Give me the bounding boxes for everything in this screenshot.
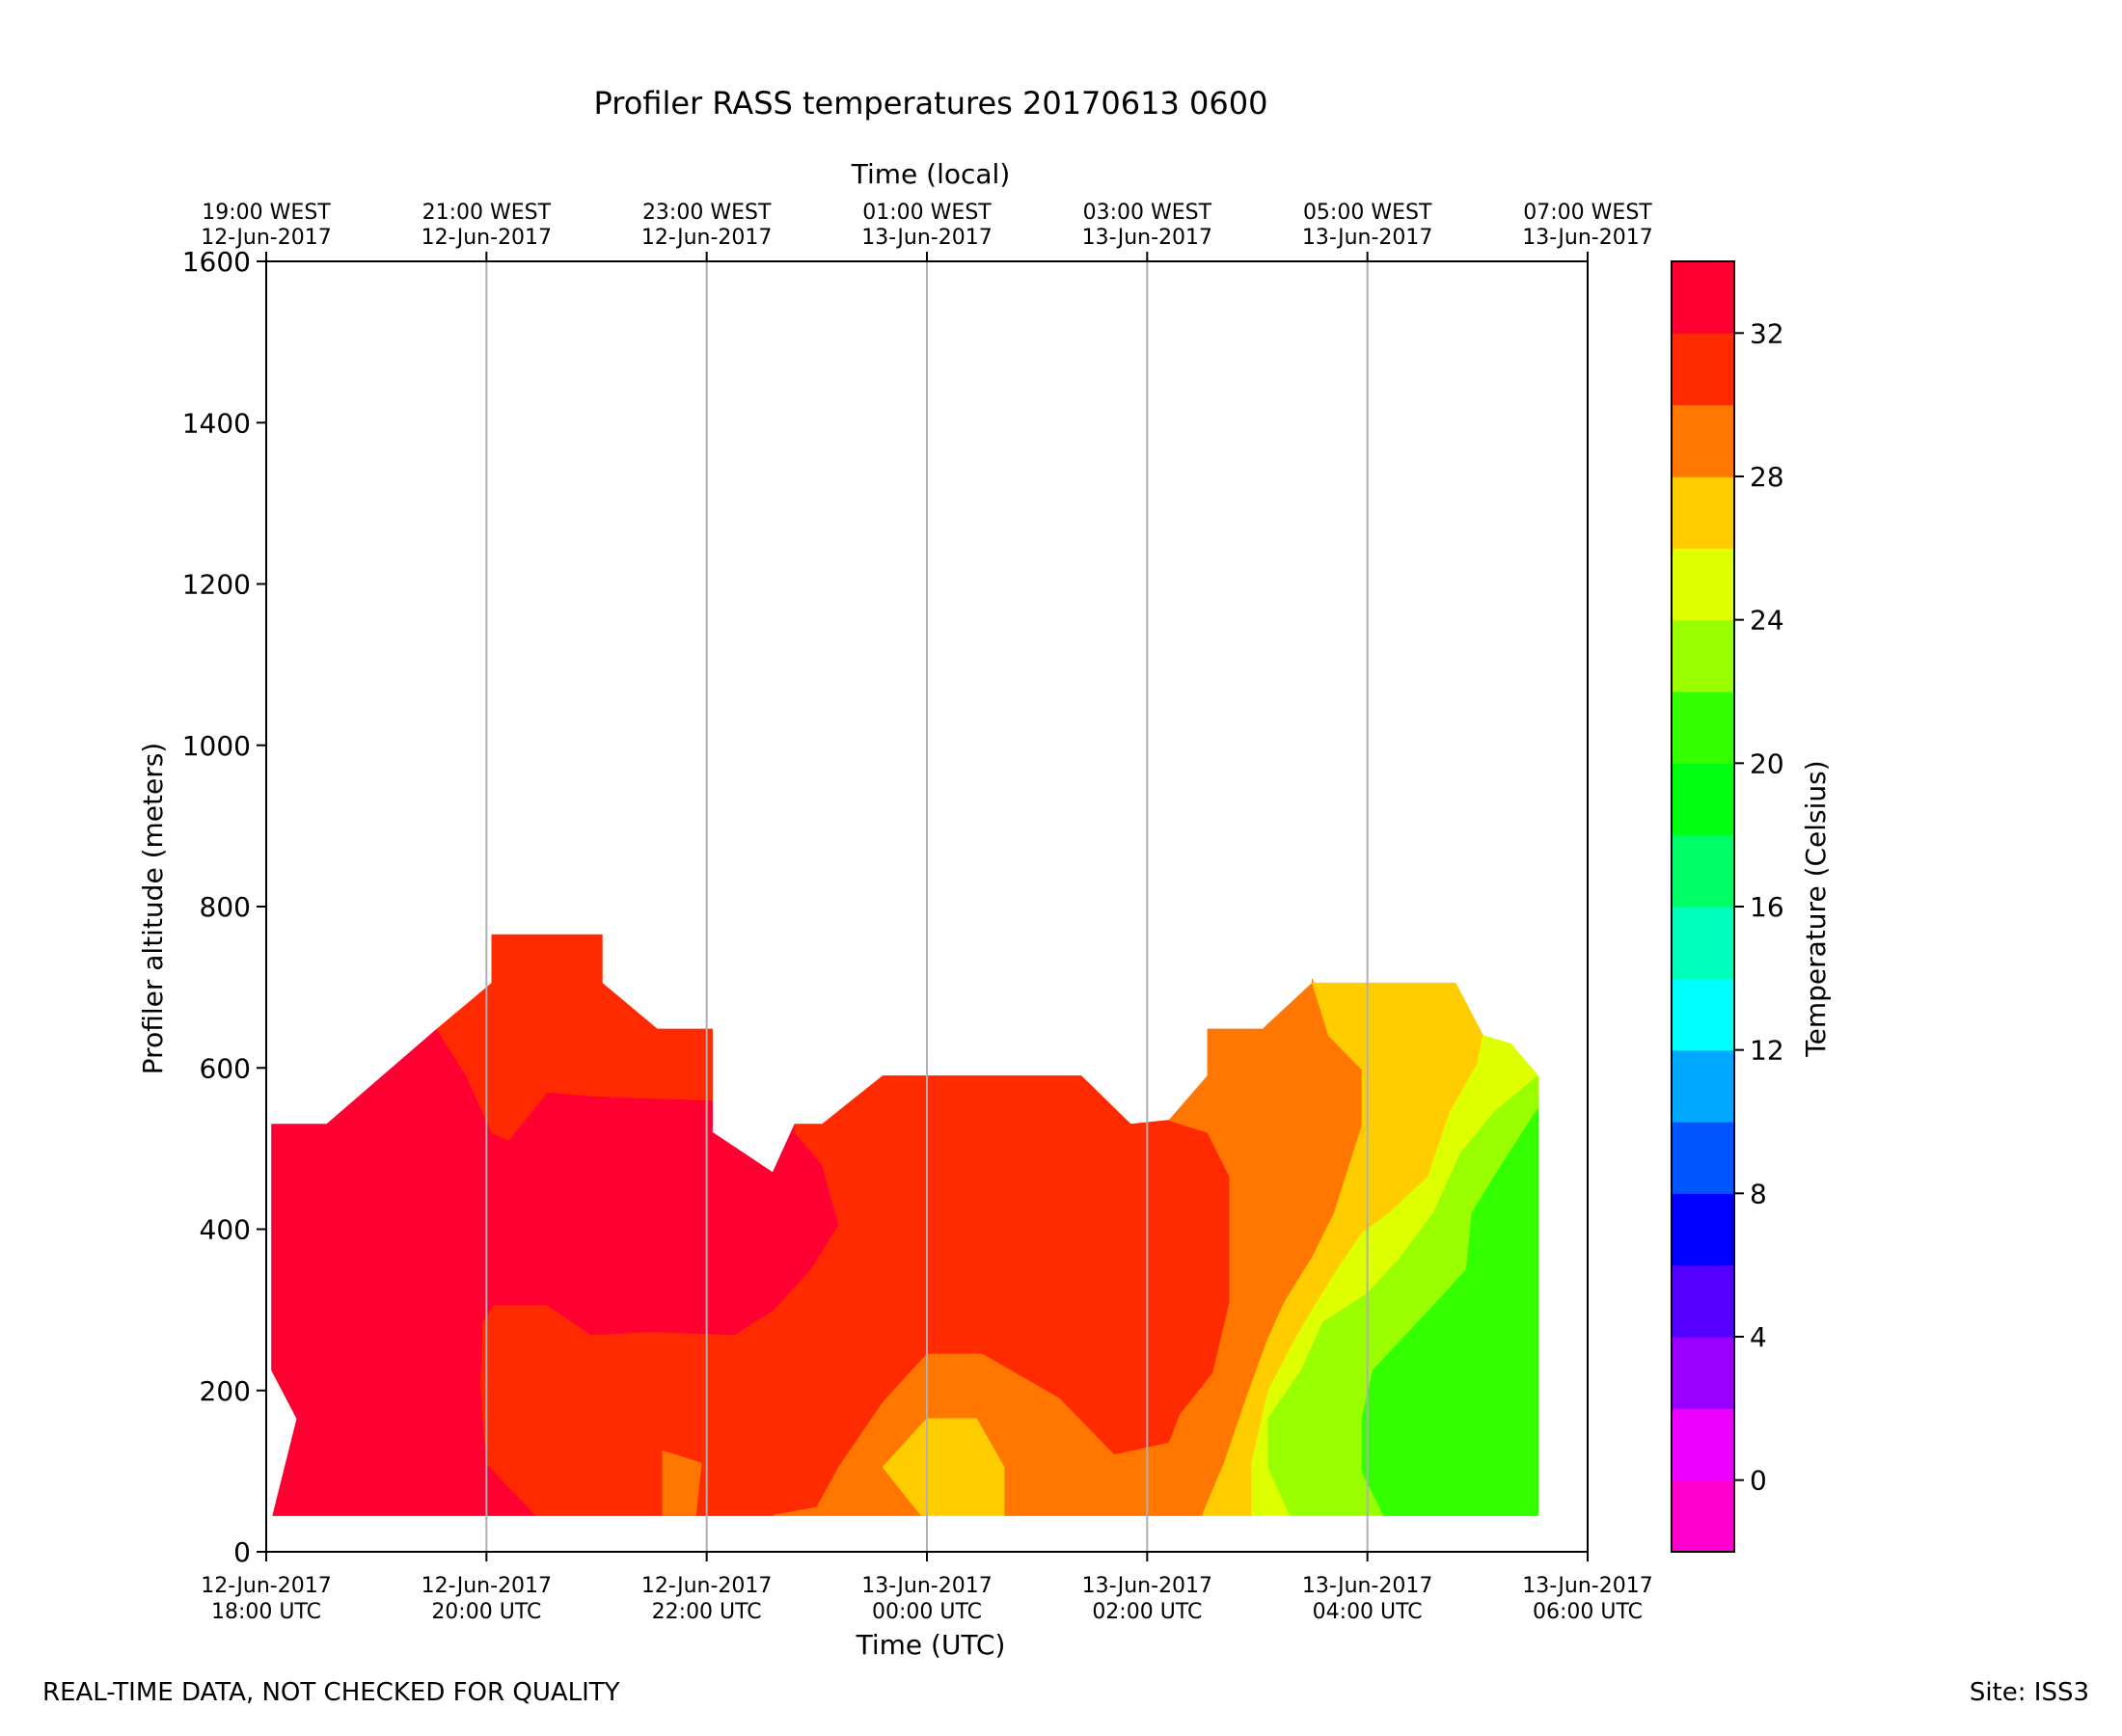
y-tick-label: 200 xyxy=(200,1375,251,1407)
y-tick-label: 600 xyxy=(200,1052,251,1084)
colorbar-segment xyxy=(1672,1408,1734,1481)
contour-fill-layer xyxy=(271,934,1539,1516)
x-top-tick-label-time: 23:00 WEST xyxy=(642,201,772,225)
x-top-tick-label-time: 01:00 WEST xyxy=(862,201,992,225)
x-top-tick-label-date: 13-Jun-2017 xyxy=(1522,226,1652,250)
x-tick-label-time: 18:00 UTC xyxy=(211,1600,321,1624)
y-axis-label: Profiler altitude (meters) xyxy=(137,743,169,1074)
x-top-tick-label-time: 21:00 WEST xyxy=(422,201,552,225)
y-tick-label: 1400 xyxy=(182,407,251,439)
contour-band-26-28-center xyxy=(882,1418,1005,1516)
x-tick-label-time: 00:00 UTC xyxy=(872,1600,982,1624)
colorbar-ticks: 0 4 8 12 16 20 24 28 32 xyxy=(1734,317,1784,1497)
colorbar-segment xyxy=(1672,261,1734,334)
x-tick-label-date: 12-Jun-2017 xyxy=(641,1574,772,1598)
x-tick-label-date: 12-Jun-2017 xyxy=(422,1574,552,1598)
x-top-tick-label-date: 12-Jun-2017 xyxy=(201,226,331,250)
x-tick-label-time: 04:00 UTC xyxy=(1313,1600,1423,1624)
colorbar-segment xyxy=(1672,1264,1734,1338)
x-tick-label-date: 13-Jun-2017 xyxy=(1082,1574,1212,1598)
vertical-gridlines xyxy=(485,261,1369,1552)
x-top-tick-label-date: 12-Jun-2017 xyxy=(641,226,772,250)
contour-band-28-30-pocket xyxy=(662,1451,702,1516)
x-top-tick-label-time: 05:00 WEST xyxy=(1303,201,1432,225)
colorbar-segment xyxy=(1672,404,1734,477)
x-tick-label-date: 13-Jun-2017 xyxy=(1302,1574,1432,1598)
colorbar-segment xyxy=(1672,1337,1734,1409)
colorbar-segment xyxy=(1672,548,1734,621)
x-tick-label-time: 22:00 UTC xyxy=(652,1600,762,1624)
x-tick-label-date: 12-Jun-2017 xyxy=(201,1574,331,1598)
x-top-tick-label-time: 07:00 WEST xyxy=(1523,201,1652,225)
contour-band-20-22-east xyxy=(1361,1107,1539,1516)
x-tick-label-time: 02:00 UTC xyxy=(1092,1600,1202,1624)
x-top-tick-label-date: 13-Jun-2017 xyxy=(1082,226,1212,250)
x-tick-label-time: 06:00 UTC xyxy=(1533,1600,1643,1624)
x-axis-label: Time (UTC) xyxy=(856,1629,1006,1661)
x-top-tick-label-date: 13-Jun-2017 xyxy=(861,226,992,250)
colorbar-segment xyxy=(1672,1479,1734,1553)
x-top-tick-label-date: 13-Jun-2017 xyxy=(1302,226,1432,250)
colorbar-segment xyxy=(1672,978,1734,1051)
colorbar-tick-label: 32 xyxy=(1750,317,1784,349)
x-axis-top-label: Time (local) xyxy=(851,158,1011,190)
x-tick-label-time: 20:00 UTC xyxy=(431,1600,541,1624)
quality-disclaimer: REAL-TIME DATA, NOT CHECKED FOR QUALITY xyxy=(42,1678,620,1707)
colorbar-label: Temperature (Celsius) xyxy=(1800,760,1832,1057)
colorbar-tick-label: 0 xyxy=(1750,1465,1767,1497)
colorbar-segment xyxy=(1672,1193,1734,1266)
colorbar-tick-label: 20 xyxy=(1750,747,1784,779)
y-axis: 0 200 400 600 800 1000 1200 1400 1600 xyxy=(182,246,266,1568)
colorbar-tick-label: 24 xyxy=(1750,605,1784,637)
contour-band-30-32-north xyxy=(436,934,713,1141)
colorbar-segment xyxy=(1672,1122,1734,1194)
colorbar-segment xyxy=(1672,907,1734,979)
colorbar-segment xyxy=(1672,692,1734,764)
colorbar-segment xyxy=(1672,1049,1734,1123)
colorbar-tick-label: 12 xyxy=(1750,1035,1784,1067)
colorbar-segment xyxy=(1672,476,1734,549)
colorbar-segment xyxy=(1672,619,1734,692)
colorbar-segment xyxy=(1672,763,1734,836)
colorbar-tick-label: 4 xyxy=(1750,1321,1767,1353)
colorbar-segment xyxy=(1672,834,1734,908)
x-top-tick-label-time: 03:00 WEST xyxy=(1083,201,1212,225)
x-tick-label-date: 13-Jun-2017 xyxy=(861,1574,992,1598)
colorbar-segment xyxy=(1672,333,1734,406)
y-tick-label: 800 xyxy=(200,891,251,923)
y-tick-label: 1600 xyxy=(182,246,251,278)
chart-title: Profiler RASS temperatures 20170613 0600 xyxy=(594,85,1268,122)
colorbar-tick-label: 16 xyxy=(1750,891,1784,923)
y-tick-label: 1000 xyxy=(182,730,251,762)
y-tick-label: 0 xyxy=(233,1536,251,1568)
colorbar-tick-label: 8 xyxy=(1750,1178,1767,1209)
y-tick-label: 400 xyxy=(200,1214,251,1246)
x-top-tick-label-time: 19:00 WEST xyxy=(202,201,331,225)
colorbar xyxy=(1672,261,1734,1553)
x-tick-label-date: 13-Jun-2017 xyxy=(1522,1574,1652,1598)
colorbar-tick-label: 28 xyxy=(1750,461,1784,493)
y-tick-label: 1200 xyxy=(182,569,251,601)
x-top-tick-label-date: 12-Jun-2017 xyxy=(422,226,552,250)
site-label: Site: ISS3 xyxy=(1969,1678,2089,1707)
